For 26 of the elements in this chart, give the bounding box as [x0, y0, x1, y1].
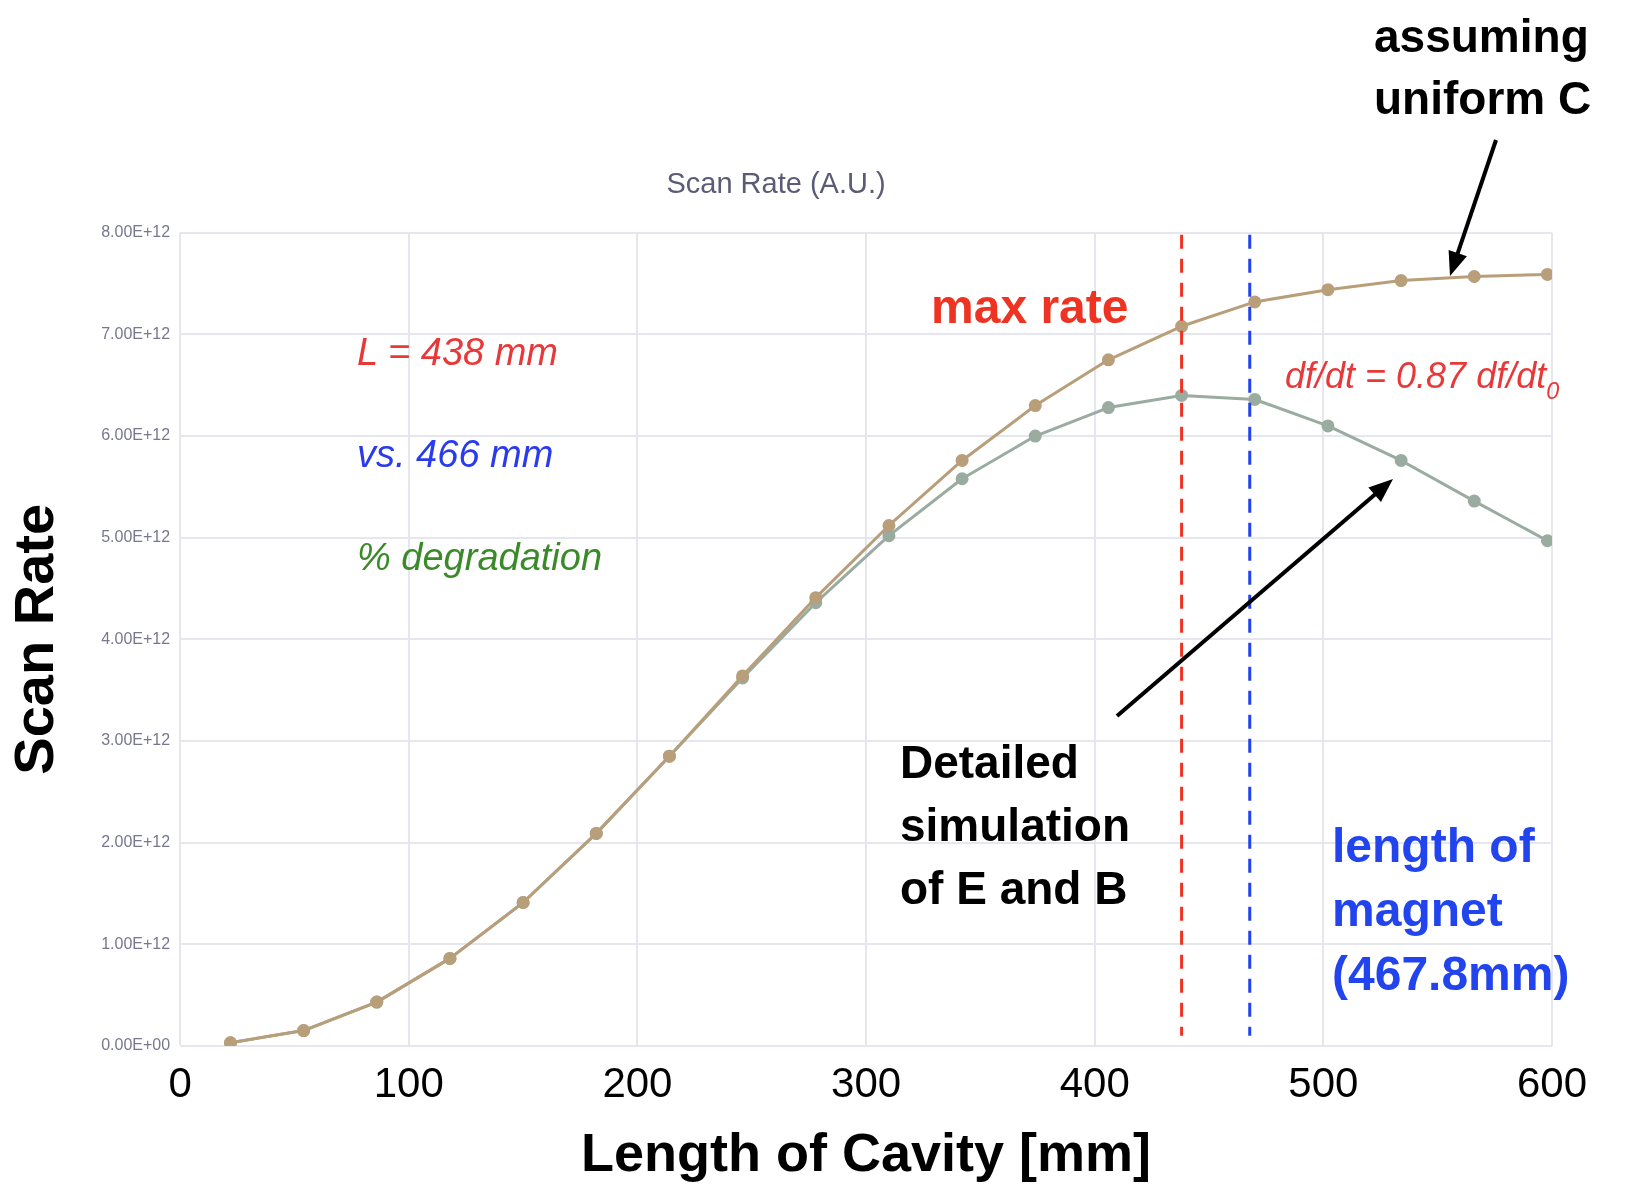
x-tick-label: 400 [1059, 1058, 1130, 1106]
y-tick-label: 3.00E+12 [101, 731, 171, 749]
chart-title: Scan Rate (A.U.) [666, 167, 886, 200]
y-tick-label: 2.00E+12 [101, 832, 171, 850]
y-axis-title: Scan Rate [2, 503, 66, 775]
x-tick-label: 0 [168, 1058, 192, 1106]
annotation: % degradation [357, 536, 603, 578]
ref-line-label: max rate [931, 280, 1129, 333]
x-axis-title: Length of Cavity [mm] [581, 1122, 1152, 1183]
x-tick-label: 600 [1516, 1058, 1588, 1106]
y-tick-label: 6.00E+12 [101, 426, 171, 444]
annotation: Detailed simulation of E and B [900, 736, 1131, 914]
x-tick-label: 300 [831, 1058, 902, 1106]
y-tick-label: 8.00E+12 [101, 223, 171, 241]
y-tick-label: 7.00E+12 [101, 324, 171, 342]
y-tick-label: 4.00E+12 [101, 629, 171, 647]
y-tick-label: 1.00E+12 [101, 934, 171, 952]
x-tick-label: 100 [373, 1058, 444, 1106]
x-tick-label: 500 [1288, 1058, 1359, 1106]
annotation: L = 438 mm [357, 331, 559, 373]
text: assuming uniform C [1374, 10, 1592, 124]
annotation: vs. 466 mm [357, 433, 554, 475]
y-tick-label: 0.00E+00 [101, 1036, 171, 1054]
y-tick-label: 5.00E+12 [101, 528, 171, 546]
x-tick-label: 200 [602, 1058, 673, 1106]
ref-line-label: length of magnet (467.8mm) [1332, 819, 1570, 1000]
